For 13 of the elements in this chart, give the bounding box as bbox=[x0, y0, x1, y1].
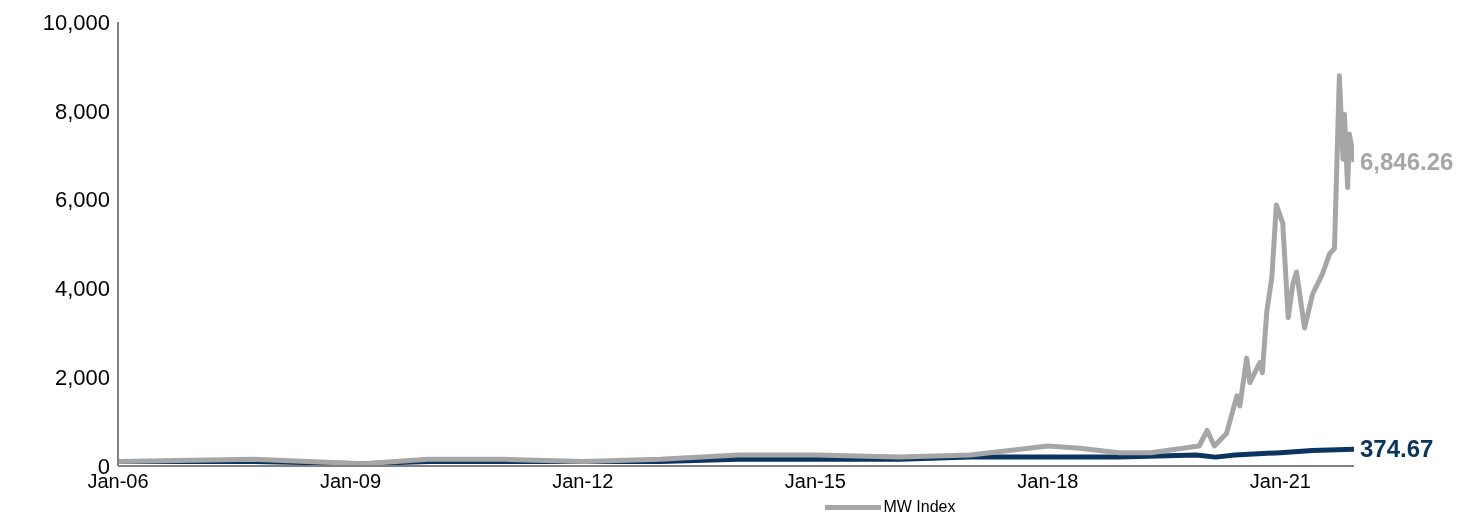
y-tick-label: 6,000 bbox=[54, 187, 110, 213]
x-tick-label: Jan-21 bbox=[1249, 470, 1311, 493]
x-tick-label: Jan-12 bbox=[552, 470, 614, 493]
data-label: 6,846.26 bbox=[1360, 148, 1454, 176]
x-tick-label: Jan-15 bbox=[784, 470, 846, 493]
y-tick-label: 4,000 bbox=[54, 276, 110, 302]
y-tick-label: 10,000 bbox=[42, 9, 110, 35]
y-tick-label: 8,000 bbox=[54, 98, 110, 124]
y-tick-label: 2,000 bbox=[54, 365, 110, 391]
data-label: 374.67 bbox=[1360, 435, 1434, 463]
x-tick-label: Jan-18 bbox=[1017, 470, 1079, 493]
legend-label: MW Index bbox=[883, 498, 956, 516]
x-tick-label: Jan-09 bbox=[319, 470, 382, 493]
